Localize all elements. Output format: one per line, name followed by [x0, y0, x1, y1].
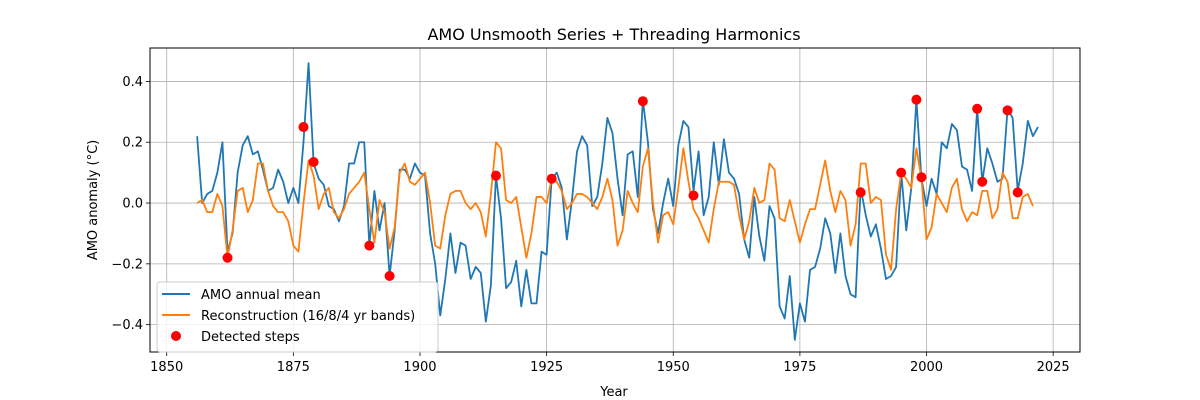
legend: AMO annual mean Reconstruction (16/8/4 y… — [156, 281, 439, 353]
steps-layer — [222, 94, 1023, 281]
series-layer — [196, 62, 1039, 341]
step-point — [916, 172, 927, 183]
step-point — [298, 122, 309, 133]
reconstruction-line — [196, 141, 1034, 271]
x-tick-label: 1950 — [657, 360, 690, 375]
legend-label-steps: Detected steps — [201, 330, 300, 345]
step-point — [546, 173, 557, 184]
y-tick-label: 0.0 — [122, 197, 143, 212]
step-point — [490, 170, 501, 181]
y-tick-label: 0.4 — [122, 75, 143, 90]
x-tick-label: 1925 — [530, 360, 563, 375]
y-tick-label: −0.4 — [111, 318, 143, 333]
legend-label-reconstruction: Reconstruction (16/8/4 yr bands) — [201, 309, 415, 324]
step-point — [1002, 105, 1013, 116]
step-point — [972, 103, 983, 114]
y-axis-label: AMO anomaly (°C) — [86, 140, 101, 260]
x-tick-label: 1975 — [783, 360, 816, 375]
step-point — [688, 190, 699, 201]
x-tick-label: 2025 — [1037, 360, 1070, 375]
legend-frame — [156, 281, 439, 353]
step-point — [637, 96, 648, 107]
step-point — [977, 176, 988, 187]
axes-frame — [149, 47, 1081, 353]
chart-title: AMO Unsmooth Series + Threading Harmonic… — [427, 25, 800, 44]
x-tick-label: 1900 — [403, 360, 436, 375]
legend-swatch-steps — [171, 331, 181, 341]
x-tick-label: 2000 — [910, 360, 943, 375]
legend-label-amo: AMO annual mean — [201, 288, 321, 303]
y-tick-label: −0.2 — [111, 257, 143, 272]
y-axis-ticks: −0.4 −0.2 0.0 0.2 0.4 — [111, 75, 150, 333]
plot-area — [196, 62, 1039, 341]
step-point — [911, 94, 922, 105]
step-point — [222, 252, 233, 263]
x-axis-ticks: 1850 1875 1900 1925 1950 1975 2000 2025 — [150, 352, 1070, 375]
y-tick-label: 0.2 — [122, 136, 143, 151]
x-tick-label: 1850 — [150, 360, 183, 375]
step-point — [364, 240, 375, 251]
step-point — [1012, 187, 1023, 198]
step-point — [896, 167, 907, 178]
step-point — [855, 187, 866, 198]
x-tick-label: 1875 — [277, 360, 310, 375]
step-point — [308, 157, 319, 167]
x-axis-label: Year — [599, 385, 628, 400]
step-point — [384, 271, 395, 281]
